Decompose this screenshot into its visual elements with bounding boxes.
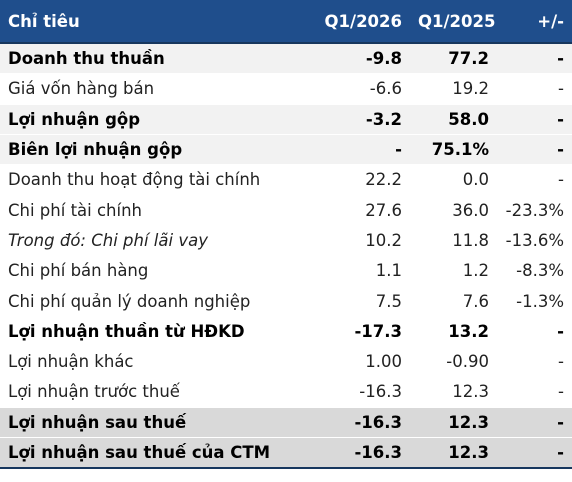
table-row: Giá vốn hàng bán -6.6 19.2- — [0, 73, 572, 105]
value-cell: - — [497, 134, 572, 166]
table-row: Lợi nhuận khác 1.00 -0.90- — [0, 346, 572, 378]
value-cell: - — [497, 346, 572, 378]
row-label: Lợi nhuận sau thuế của CTM — [0, 437, 316, 470]
header-row: Chỉ tiêu Q1/2026 Q1/2025 +/- — [0, 0, 572, 44]
value-cell: -13.6% — [497, 225, 572, 257]
header-cell: Q1/2026 — [316, 0, 410, 44]
value-cell: -3.2 — [316, 104, 410, 135]
value-cell: -6.6 — [316, 73, 410, 105]
value-cell: 12.3 — [410, 407, 497, 438]
value-cell: 7.6 — [410, 285, 497, 317]
value-cell: -17.3 — [316, 316, 410, 347]
value-cell: -16.3 — [316, 437, 410, 470]
value-cell: - — [497, 407, 572, 438]
value-cell: 1.2 — [410, 255, 497, 287]
value-cell: 13.2 — [410, 316, 497, 347]
table-row: Chi phí tài chính 27.6 36.0 -23.3% — [0, 194, 572, 226]
value-cell: 10.2 — [316, 225, 410, 257]
row-label: Doanh thu hoạt động tài chính — [0, 164, 316, 196]
value-cell: -16.3 — [316, 407, 410, 438]
value-cell: 36.0 — [410, 194, 497, 226]
value-cell: -23.3% — [497, 194, 572, 226]
value-cell: 0.0 — [410, 164, 497, 196]
value-cell: -9.8 — [316, 43, 410, 75]
row-label: Lợi nhuận gộp — [0, 104, 316, 135]
table-row: Chi phí quản lý doanh nghiệp 7.5 7.6 -1.3% — [0, 285, 572, 317]
value-cell: 1.00 — [316, 346, 410, 378]
table-row: Chi phí bán hàng 1.1 1.2 -8.3% — [0, 255, 572, 287]
row-label: Trong đó: Chi phí lãi vay — [0, 225, 316, 257]
row-label: Chi phí quản lý doanh nghiệp — [0, 285, 316, 317]
value-cell: 12.3 — [410, 437, 497, 470]
value-cell: 27.6 — [316, 194, 410, 226]
value-cell: - — [497, 376, 572, 408]
value-cell: -0.90 — [410, 346, 497, 378]
value-cell: 58.0 — [410, 104, 497, 135]
row-label: Giá vốn hàng bán — [0, 73, 316, 105]
header-cell: Q1/2025 — [410, 0, 497, 44]
value-cell: - — [497, 316, 572, 347]
table-row: Biên lợi nhuận gộp -75.1% - — [0, 134, 572, 166]
table-row: Trong đó: Chi phí lãi vay 10.2 11.8 -13.6% — [0, 225, 572, 257]
row-label: Chi phí bán hàng — [0, 255, 316, 287]
financial-table: Chỉ tiêu Q1/2026 Q1/2025 +/- Doanh thu thuầ… — [0, 0, 572, 470]
value-cell: 1.1 — [316, 255, 410, 287]
value-cell: 22.2 — [316, 164, 410, 196]
value-cell: - — [497, 43, 572, 75]
value-cell: 77.2 — [410, 43, 497, 75]
header-cell: Chỉ tiêu — [0, 0, 316, 44]
row-label: Lợi nhuận sau thuế — [0, 407, 316, 438]
table-row: Lợi nhuận thuần từ HĐKD -17.3 13.2- — [0, 316, 572, 347]
header-cell: +/- — [497, 0, 572, 44]
table-row: Lợi nhuận sau thuế -16.3 12.3- — [0, 407, 572, 438]
row-label: Lợi nhuận trước thuế — [0, 376, 316, 408]
value-cell: - — [497, 164, 572, 196]
value-cell: - — [316, 134, 410, 166]
value-cell: - — [497, 73, 572, 105]
value-cell: 7.5 — [316, 285, 410, 317]
value-cell: -8.3% — [497, 255, 572, 287]
value-cell: -16.3 — [316, 376, 410, 408]
table-row: Doanh thu thuần -9.8 77.2- — [0, 43, 572, 75]
value-cell: 75.1% — [410, 134, 497, 166]
row-label: Biên lợi nhuận gộp — [0, 134, 316, 166]
value-cell: -1.3% — [497, 285, 572, 317]
table-row: Doanh thu hoạt động tài chính 22.2 0.0- — [0, 164, 572, 196]
value-cell: 19.2 — [410, 73, 497, 105]
row-label: Lợi nhuận khác — [0, 346, 316, 378]
value-cell: 12.3 — [410, 376, 497, 408]
value-cell: - — [497, 437, 572, 470]
table-row: Lợi nhuận trước thuế -16.3 12.3- — [0, 376, 572, 408]
value-cell: 11.8 — [410, 225, 497, 257]
table-row: Lợi nhuận sau thuế của CTM -16.3 12.3- — [0, 437, 572, 470]
row-label: Lợi nhuận thuần từ HĐKD — [0, 316, 316, 347]
table-row: Lợi nhuận gộp -3.2 58.0- — [0, 104, 572, 135]
value-cell: - — [497, 104, 572, 135]
row-label: Doanh thu thuần — [0, 43, 316, 75]
row-label: Chi phí tài chính — [0, 194, 316, 226]
